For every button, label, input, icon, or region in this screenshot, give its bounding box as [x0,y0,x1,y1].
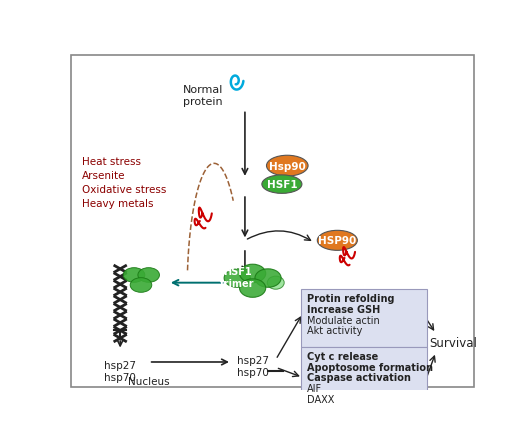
Ellipse shape [317,231,358,251]
FancyBboxPatch shape [301,347,427,413]
Ellipse shape [239,279,265,298]
Ellipse shape [267,156,308,177]
Text: Nucleus: Nucleus [128,376,170,386]
Ellipse shape [239,265,265,283]
Text: Cyt c release: Cyt c release [307,351,379,361]
Ellipse shape [267,276,284,290]
Text: HSP90: HSP90 [318,236,356,246]
Text: Modulate actin: Modulate actin [307,315,380,325]
Ellipse shape [255,269,281,288]
Text: Increase GSH: Increase GSH [307,304,380,314]
Ellipse shape [123,268,145,283]
Text: Akt activity: Akt activity [307,326,363,336]
FancyBboxPatch shape [301,289,427,348]
Text: hsp27
hsp70: hsp27 hsp70 [104,360,136,382]
Text: AIF: AIF [307,383,322,393]
Text: Normal
protein: Normal protein [182,85,223,106]
Text: Apoptosome formation: Apoptosome formation [307,362,433,372]
Text: Oxidative stress: Oxidative stress [82,184,166,194]
Ellipse shape [138,268,160,283]
Ellipse shape [262,176,302,194]
Text: Hsp90: Hsp90 [269,161,306,171]
Text: Protin refolding: Protin refolding [307,293,395,304]
Text: Heavy metals: Heavy metals [82,198,153,208]
Text: Caspase activation: Caspase activation [307,373,411,382]
Text: DAXX: DAXX [307,394,335,404]
FancyBboxPatch shape [71,56,475,387]
Text: Heat stress: Heat stress [82,157,140,166]
Ellipse shape [224,269,251,288]
Ellipse shape [130,278,152,293]
Text: Arsenite: Arsenite [82,170,125,180]
Text: hsp27
hsp70: hsp27 hsp70 [237,355,269,378]
Text: HSF1: HSF1 [267,180,297,190]
Text: HSF1
trimer: HSF1 trimer [220,267,254,289]
Text: Survival: Survival [429,336,477,350]
